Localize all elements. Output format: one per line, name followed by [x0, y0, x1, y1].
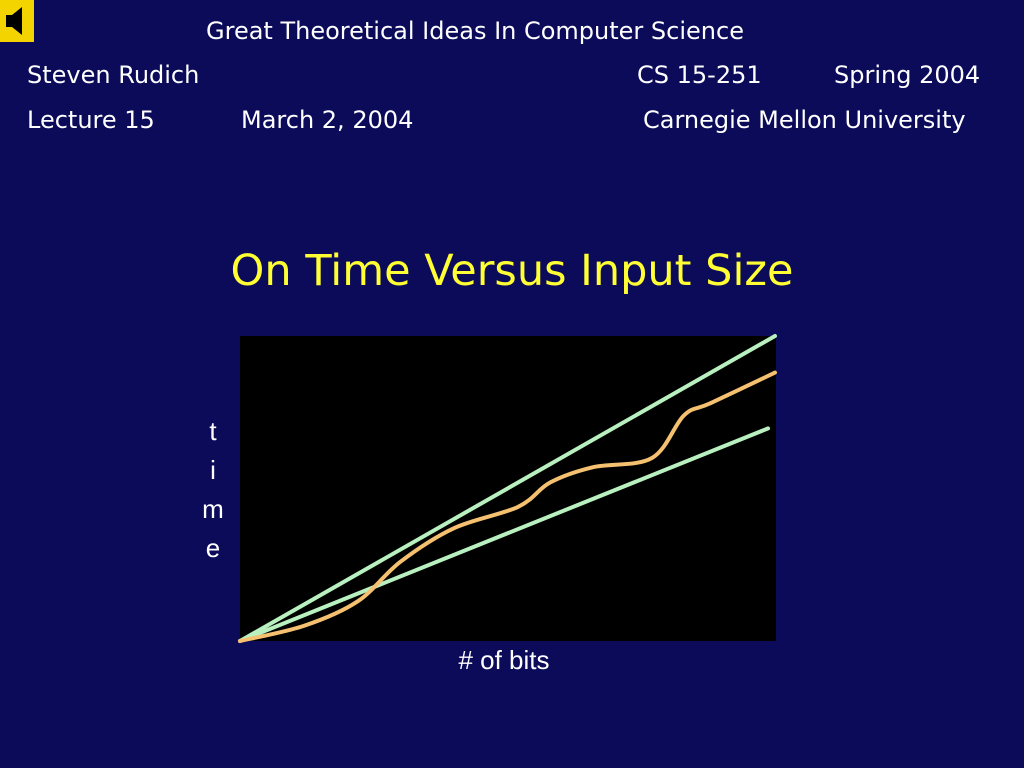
y-axis-letter: m — [202, 494, 224, 524]
slide-title: On Time Versus Input Size — [230, 246, 794, 296]
speaker-icon-glyph — [6, 7, 22, 35]
x-axis-label: # of bits — [458, 645, 550, 675]
course-title: Great Theoretical Ideas In Computer Scie… — [206, 17, 744, 45]
series-line-running-time — [238, 370, 777, 643]
speaker-icon[interactable] — [0, 0, 34, 42]
lecture-date: March 2, 2004 — [241, 106, 414, 134]
term: Spring 2004 — [834, 61, 981, 89]
y-axis-letter: t — [209, 416, 217, 446]
university-name: Carnegie Mellon University — [643, 106, 966, 134]
course-code: CS 15-251 — [637, 61, 762, 89]
y-axis-letter: i — [210, 455, 216, 485]
y-axis-label: t i m e — [197, 412, 229, 568]
lecture-number: Lecture 15 — [27, 106, 155, 134]
instructor-name: Steven Rudich — [27, 61, 200, 89]
y-axis-letter: e — [205, 533, 221, 563]
series-line-lower-bound — [238, 426, 771, 643]
series-line-upper-bound — [238, 334, 777, 643]
